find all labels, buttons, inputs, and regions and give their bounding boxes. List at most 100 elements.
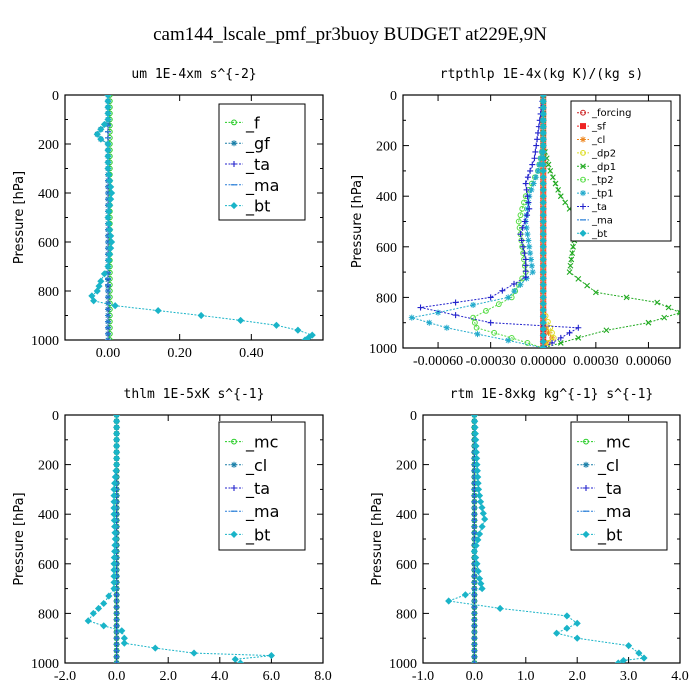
x-tick-label: -2.0 — [54, 669, 76, 684]
data-point — [105, 256, 113, 264]
data-point — [104, 164, 112, 173]
y-axis-label: Pressure [hPa] — [350, 175, 365, 268]
data-point — [550, 334, 557, 341]
legend-marker — [230, 202, 238, 210]
legend-marker — [582, 530, 590, 538]
data-point — [471, 319, 478, 326]
legend-label: _dp2 — [591, 148, 616, 159]
y-tick-label: 600 — [396, 558, 417, 573]
legend-label: _ma — [245, 502, 279, 522]
y-tick-label: 1000 — [389, 657, 417, 672]
x-tick-label: -0.00060 — [413, 354, 463, 369]
data-point — [478, 504, 486, 512]
data-point — [118, 627, 126, 635]
data-point — [104, 262, 112, 271]
legend-marker — [583, 485, 589, 491]
data-point — [511, 280, 518, 287]
x-tick-label: 4.0 — [211, 669, 229, 684]
data-point — [301, 336, 309, 340]
figure-title: cam144_lscale_pmf_pr3buoy BUDGET at229E,… — [153, 24, 547, 45]
data-point — [523, 275, 530, 282]
data-point — [452, 312, 459, 319]
data-point — [573, 619, 581, 627]
data-point — [665, 304, 672, 311]
legend-label: _ta — [591, 202, 607, 213]
legend-label: _ma — [245, 176, 279, 196]
data-point — [550, 174, 556, 181]
data-point — [505, 337, 512, 344]
data-point — [236, 659, 245, 663]
data-point — [575, 275, 582, 282]
data-point — [557, 193, 564, 200]
data-point — [553, 629, 561, 637]
data-point — [536, 161, 543, 168]
data-point — [475, 575, 484, 583]
data-point — [584, 282, 590, 289]
data-point — [635, 649, 643, 657]
data-point — [475, 530, 484, 538]
data-point — [94, 604, 103, 613]
data-point — [111, 479, 119, 487]
data-point — [526, 205, 533, 212]
legend: _forcing _sf _cl _dp2 _dp1 _tp2 _tp1 _ta _ma _bt — [570, 100, 672, 242]
y-tick-label: 600 — [376, 241, 397, 256]
legend-marker — [580, 109, 586, 116]
data-point — [474, 485, 483, 493]
data-point — [533, 142, 540, 149]
data-point — [107, 195, 115, 203]
legend-label: _ta — [597, 479, 622, 499]
data-point — [547, 324, 554, 331]
data-point — [470, 547, 478, 555]
data-point — [526, 243, 533, 250]
data-point — [472, 542, 480, 550]
data-point — [294, 326, 302, 334]
data-point — [552, 180, 559, 187]
legend-label: _cl — [245, 456, 267, 476]
panel-title: rtm 1E-8xkg kg^{-1} s^{-1} — [450, 387, 654, 402]
data-point — [555, 186, 562, 193]
data-point — [105, 207, 113, 215]
data-point — [473, 324, 480, 331]
series-group — [445, 415, 648, 663]
data-point — [499, 287, 506, 294]
data-point — [549, 339, 556, 346]
data-point — [100, 270, 108, 278]
data-point — [154, 307, 162, 315]
y-tick-label: 800 — [376, 291, 397, 306]
data-point — [524, 174, 531, 181]
chart-panel-3: thlm 1E-5xK s^{-1} Pressure [hPa] 0 200 400 6… — [12, 387, 332, 684]
data-point — [519, 224, 526, 231]
data-point — [570, 243, 576, 250]
data-point — [108, 189, 116, 197]
data-point — [104, 213, 112, 222]
series-line-dp1 — [542, 95, 680, 348]
legend-box — [218, 421, 306, 551]
data-point — [107, 232, 115, 240]
data-point — [84, 617, 92, 625]
legend-label: _bt — [597, 525, 622, 545]
data-point — [97, 125, 105, 133]
series-group — [408, 95, 680, 348]
data-point — [105, 171, 113, 179]
data-point — [545, 161, 552, 168]
data-point — [557, 334, 564, 341]
data-point — [151, 644, 159, 652]
x-tick-label: 0.40 — [239, 346, 264, 361]
data-point — [105, 220, 113, 228]
data-point — [443, 324, 450, 331]
data-point — [545, 329, 552, 336]
data-point — [108, 238, 116, 246]
x-tick-label: 3.0 — [620, 669, 638, 684]
data-point — [527, 167, 534, 174]
data-point — [525, 199, 532, 206]
data-point — [473, 467, 481, 475]
legend-marker — [231, 438, 237, 445]
data-point — [566, 269, 573, 275]
data-point — [547, 168, 554, 174]
data-point — [524, 340, 531, 346]
data-point — [408, 314, 415, 321]
legend-marker — [231, 161, 237, 167]
data-point — [475, 492, 484, 500]
x-tick-label: 0.00 — [96, 346, 121, 361]
data-point — [107, 244, 115, 252]
